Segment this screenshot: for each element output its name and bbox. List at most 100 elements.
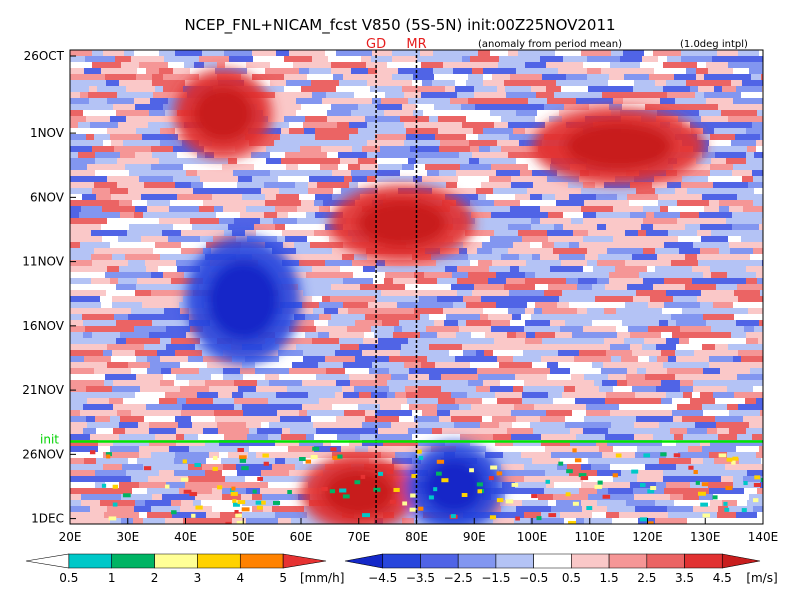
anomaly-cell (727, 404, 738, 410)
anomaly-cell (675, 374, 703, 380)
anomaly-cell (339, 80, 347, 86)
anomaly-cell (547, 386, 564, 392)
anomaly-cell (70, 416, 86, 422)
anomaly-cell (558, 362, 592, 368)
anomaly-cell (214, 410, 243, 416)
anomaly-cell (735, 362, 763, 368)
anomaly-cell (238, 386, 256, 392)
anomaly-cell (83, 428, 96, 434)
anomaly-cell (602, 380, 617, 386)
anomaly-cell (710, 500, 722, 506)
anomaly-cell (759, 446, 763, 452)
anomaly-cell (365, 314, 402, 320)
anomaly-cell (633, 86, 663, 92)
anomaly-cell (439, 434, 460, 440)
rain-cell (531, 494, 538, 499)
anomaly-cell (454, 50, 478, 56)
anomaly-cell (622, 320, 630, 326)
rain-colorbar-swatch (282, 553, 327, 569)
anomaly-cell (693, 242, 729, 248)
anomaly-cell (365, 116, 400, 122)
anomaly-cell (70, 200, 100, 206)
anomaly-cell (278, 176, 309, 182)
anomaly-cell (513, 440, 541, 446)
anomaly-cell (583, 212, 596, 218)
rain-cell (615, 453, 622, 458)
anomaly-cell (481, 206, 510, 212)
anomaly-cell (232, 392, 243, 398)
anomaly-cell (256, 230, 282, 236)
anomaly-cell (170, 200, 203, 206)
anomaly-cell (718, 122, 752, 128)
anomaly-cell (530, 242, 542, 248)
anomaly-cell (104, 512, 139, 518)
anomaly-cell (738, 260, 751, 266)
anomaly-cell (294, 314, 305, 320)
anomaly-cell (623, 458, 659, 464)
anomaly-cell (217, 62, 225, 68)
anomaly-cell (381, 98, 408, 104)
anomaly-cell (213, 398, 234, 404)
anomaly-cell (566, 74, 587, 80)
anomaly-cell (544, 290, 562, 296)
rain-cell (89, 450, 96, 455)
anomaly-cell (389, 86, 402, 92)
anomaly-cell (158, 266, 177, 272)
anomaly-cell (757, 278, 763, 284)
anomaly-cell (656, 386, 680, 392)
anomaly-cell (497, 398, 522, 404)
anomaly-cell (380, 146, 410, 152)
anomaly-cell (760, 410, 763, 416)
anomaly-cell (587, 68, 601, 74)
anomaly-cell (240, 212, 264, 218)
anomaly-cell (470, 440, 495, 446)
anomaly-cell (630, 320, 659, 326)
anomaly-cell (177, 206, 199, 212)
anomaly-cell (443, 308, 452, 314)
anomaly-cell (513, 272, 525, 278)
anomaly-cell (70, 362, 107, 368)
anomaly-cell (310, 242, 343, 248)
anomaly-cell (632, 350, 661, 356)
rain-cell (511, 482, 519, 487)
anomaly-cell (302, 302, 319, 308)
anomaly-cell (113, 440, 149, 446)
anomaly-cell (692, 278, 729, 284)
anomaly-cell (560, 458, 588, 464)
anomaly-cell (253, 56, 270, 62)
anomaly-cell (152, 320, 189, 326)
anomaly-cell (223, 464, 236, 470)
anomaly-cell (285, 152, 301, 158)
anomaly-cell (279, 374, 316, 380)
anomaly-cell (682, 176, 708, 182)
anomaly-cell (483, 68, 516, 74)
anomaly-cell (125, 254, 160, 260)
anomaly-cell (90, 236, 102, 242)
anomaly-cell (173, 176, 200, 182)
anomaly-cell (151, 146, 173, 152)
anomaly-cell (560, 326, 583, 332)
anomaly-cell (429, 374, 441, 380)
anomaly-cell (501, 146, 538, 152)
chart-subtitle-left: (anomaly from period mean) (478, 39, 622, 50)
anomaly-cell (315, 212, 343, 218)
anomaly-cell (110, 518, 121, 524)
anomaly-cell (704, 74, 725, 80)
anomaly-cell (494, 230, 518, 236)
anomaly-cell (375, 374, 391, 380)
anomaly-cell (307, 236, 329, 242)
anomaly-cell (318, 332, 329, 338)
anomaly-cell (703, 368, 720, 374)
anomaly-cell (162, 494, 195, 500)
anomaly-cell (110, 278, 118, 284)
anomaly-cell (105, 272, 131, 278)
anomaly-cell (219, 440, 241, 446)
anomaly-cell (272, 248, 296, 254)
anomaly-cell (620, 56, 642, 62)
anomaly-cell (524, 512, 541, 518)
anomaly-cell (540, 206, 560, 212)
anomaly-cell (642, 344, 656, 350)
anomaly-cell (70, 272, 91, 278)
anomaly-cell (147, 356, 160, 362)
